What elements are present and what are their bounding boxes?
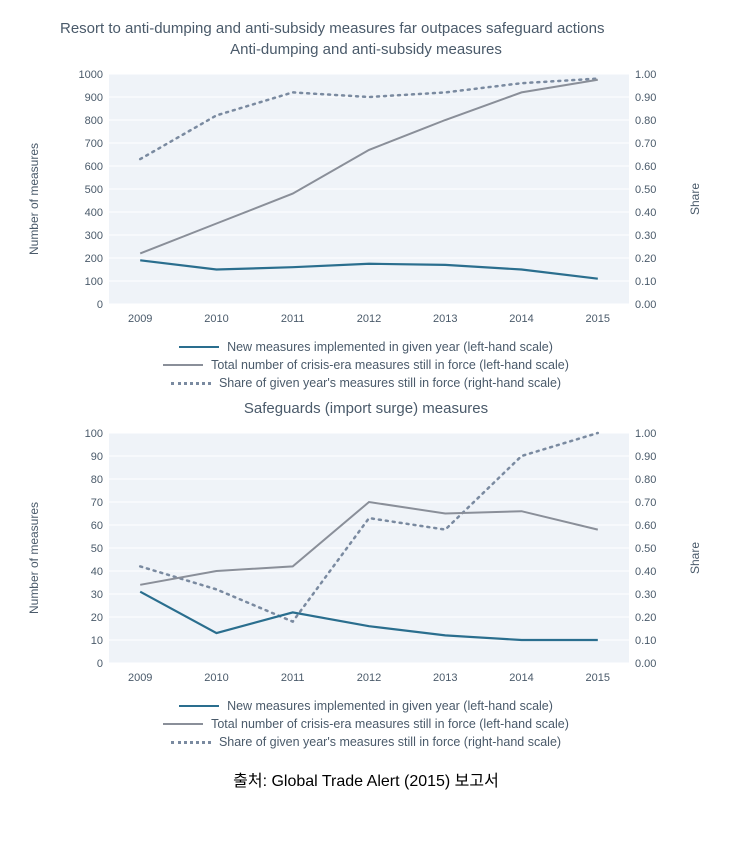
source-citation: 출처: Global Trade Alert (2015) 보고서 <box>20 767 712 791</box>
chart1-wrap: Number of measures Share 010020030040050… <box>49 64 684 334</box>
svg-text:10: 10 <box>90 635 102 647</box>
svg-text:0.00: 0.00 <box>635 299 656 311</box>
chart2-wrap: Number of measures Share 010203040506070… <box>49 423 684 693</box>
svg-text:0.30: 0.30 <box>635 589 656 601</box>
svg-text:2011: 2011 <box>280 313 304 325</box>
chart2-block: Safeguards (import surge) measures Numbe… <box>20 400 712 749</box>
svg-text:400: 400 <box>84 207 102 219</box>
svg-text:0.50: 0.50 <box>635 184 656 196</box>
chart1-ylabel-left: Number of measures <box>27 143 41 255</box>
svg-text:1.00: 1.00 <box>635 69 656 81</box>
svg-text:2011: 2011 <box>280 672 304 684</box>
svg-text:100: 100 <box>84 276 102 288</box>
svg-text:0.70: 0.70 <box>635 497 656 509</box>
svg-text:50: 50 <box>90 543 102 555</box>
chart1-title: Anti-dumping and anti-subsidy measures <box>20 41 712 58</box>
svg-text:2014: 2014 <box>509 313 533 325</box>
svg-text:0.40: 0.40 <box>635 566 656 578</box>
chart1-legend: New measures implemented in given year (… <box>20 340 712 390</box>
svg-text:0.70: 0.70 <box>635 138 656 150</box>
legend-label-new: New measures implemented in given year (… <box>227 699 553 713</box>
legend-label-share: Share of given year's measures still in … <box>219 735 561 749</box>
svg-text:500: 500 <box>84 184 102 196</box>
svg-text:2015: 2015 <box>585 313 609 325</box>
svg-text:40: 40 <box>90 566 102 578</box>
svg-text:60: 60 <box>90 520 102 532</box>
svg-text:0.20: 0.20 <box>635 253 656 265</box>
chart2-legend: New measures implemented in given year (… <box>20 699 712 749</box>
svg-text:0.90: 0.90 <box>635 92 656 104</box>
chart1-svg: 0 100 200 300 400 500 600 700 800 900 1000 0.00 0.10… <box>49 64 684 329</box>
svg-text:700: 700 <box>84 138 102 150</box>
legend-label-total: Total number of crisis-era measures stil… <box>211 358 569 372</box>
svg-text:100: 100 <box>84 428 102 440</box>
chart2-svg: 0 10 20 30 40 50 60 70 80 90 100 0.00 0.10 0.20 0.30 0.… <box>49 423 684 688</box>
svg-text:0.80: 0.80 <box>635 115 656 127</box>
legend-row-new: New measures implemented in given year (… <box>179 699 553 713</box>
svg-text:70: 70 <box>90 497 102 509</box>
legend-swatch-new <box>179 346 219 348</box>
svg-text:0.10: 0.10 <box>635 276 656 288</box>
chart2-ylabel-right: Share <box>688 542 702 574</box>
svg-text:0: 0 <box>96 658 102 670</box>
legend-row-total: Total number of crisis-era measures stil… <box>163 717 569 731</box>
legend-row-total: Total number of crisis-era measures stil… <box>163 358 569 372</box>
chart2-title: Safeguards (import surge) measures <box>20 400 712 417</box>
svg-text:20: 20 <box>90 612 102 624</box>
svg-text:90: 90 <box>90 451 102 463</box>
svg-text:0.10: 0.10 <box>635 635 656 647</box>
svg-text:2012: 2012 <box>356 672 380 684</box>
legend-swatch-share <box>171 382 211 385</box>
svg-text:200: 200 <box>84 253 102 265</box>
svg-text:2014: 2014 <box>509 672 533 684</box>
svg-text:2015: 2015 <box>585 672 609 684</box>
svg-text:0: 0 <box>96 299 102 311</box>
legend-row-share: Share of given year's measures still in … <box>171 376 561 390</box>
svg-text:0.80: 0.80 <box>635 474 656 486</box>
svg-text:0.60: 0.60 <box>635 520 656 532</box>
svg-text:2010: 2010 <box>204 672 228 684</box>
svg-text:2013: 2013 <box>433 313 457 325</box>
chart1-block: Anti-dumping and anti-subsidy measures N… <box>20 41 712 390</box>
svg-text:30: 30 <box>90 589 102 601</box>
svg-text:0.90: 0.90 <box>635 451 656 463</box>
legend-row-new: New measures implemented in given year (… <box>179 340 553 354</box>
svg-text:1000: 1000 <box>78 69 102 81</box>
svg-text:2009: 2009 <box>127 672 151 684</box>
svg-text:0.60: 0.60 <box>635 161 656 173</box>
legend-swatch-total <box>163 364 203 366</box>
svg-text:0.30: 0.30 <box>635 230 656 242</box>
legend-label-new: New measures implemented in given year (… <box>227 340 553 354</box>
svg-text:300: 300 <box>84 230 102 242</box>
legend-row-share: Share of given year's measures still in … <box>171 735 561 749</box>
svg-text:1.00: 1.00 <box>635 428 656 440</box>
svg-text:0.40: 0.40 <box>635 207 656 219</box>
legend-swatch-share <box>171 741 211 744</box>
svg-text:0.20: 0.20 <box>635 612 656 624</box>
svg-text:0.00: 0.00 <box>635 658 656 670</box>
svg-text:0.50: 0.50 <box>635 543 656 555</box>
svg-text:800: 800 <box>84 115 102 127</box>
legend-label-share: Share of given year's measures still in … <box>219 376 561 390</box>
svg-text:2009: 2009 <box>127 313 151 325</box>
chart2-ylabel-left: Number of measures <box>27 502 41 614</box>
svg-text:900: 900 <box>84 92 102 104</box>
svg-text:2013: 2013 <box>433 672 457 684</box>
legend-swatch-new <box>179 705 219 707</box>
chart1-ylabel-right: Share <box>688 183 702 215</box>
svg-text:2012: 2012 <box>356 313 380 325</box>
svg-text:2010: 2010 <box>204 313 228 325</box>
svg-text:600: 600 <box>84 161 102 173</box>
legend-swatch-total <box>163 723 203 725</box>
legend-label-total: Total number of crisis-era measures stil… <box>211 717 569 731</box>
svg-text:80: 80 <box>90 474 102 486</box>
main-title: Resort to anti-dumping and anti-subsidy … <box>60 20 712 37</box>
